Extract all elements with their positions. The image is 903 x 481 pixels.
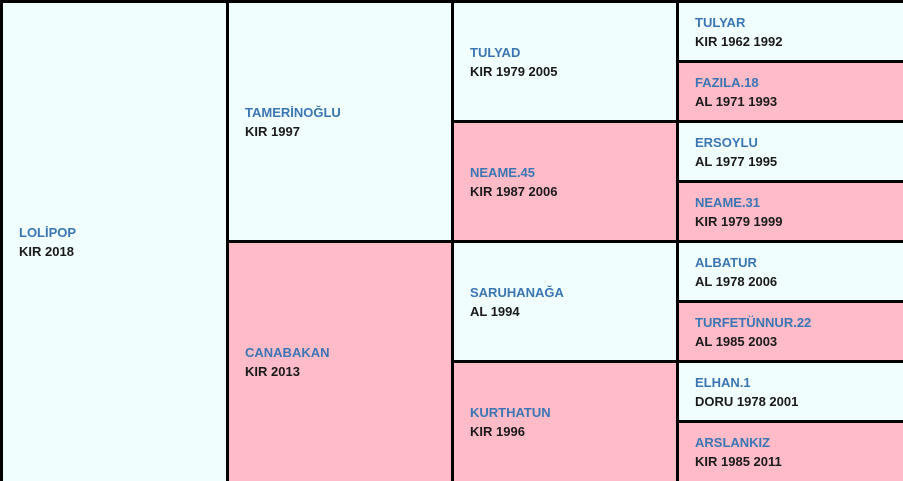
gen3-info: DORU 1978 2001 (695, 393, 799, 409)
pedigree-sire-cell: TAMERİNOĞLU KIR 1997 (229, 3, 451, 240)
sire-name-link[interactable]: TAMERİNOĞLU (245, 104, 341, 120)
gen3-name-link[interactable]: FAZILA.18 (695, 74, 759, 90)
pedigree-dam-sire-cell: SARUHANAĞA AL 1994 (454, 243, 676, 360)
pedigree-gen3-cell: ELHAN.1 DORU 1978 2001 (679, 363, 903, 420)
horse-name-link[interactable]: LOLİPOP (19, 225, 77, 240)
pedigree-gen3-cell: NEAME.31 KIR 1979 1999 (679, 183, 903, 240)
sire-dam-info: KIR 1987 2006 (470, 183, 558, 199)
pedigree-gen3-cell: TURFETÜNNUR.22 AL 1985 2003 (679, 303, 903, 360)
pedigree-dam-dam-cell: KURTHATUN KIR 1996 (454, 363, 676, 481)
gen3-name-link[interactable]: TURFETÜNNUR.22 (695, 314, 812, 330)
gen3-name-link[interactable]: ELHAN.1 (695, 374, 751, 390)
dam-dam-info: KIR 1996 (470, 424, 525, 439)
pedigree-gen3-cell: ERSOYLU AL 1977 1995 (679, 123, 903, 180)
gen3-name-link[interactable]: ERSOYLU (695, 134, 758, 150)
gen3-name-link[interactable]: TULYAR (695, 14, 746, 30)
dam-sire-name-link[interactable]: SARUHANAĞA (470, 284, 564, 300)
gen3-info: KIR 1962 1992 (695, 33, 783, 49)
sire-sire-info: KIR 1979 2005 (470, 63, 558, 79)
pedigree-gen3-cell: TULYAR KIR 1962 1992 (679, 3, 903, 60)
dam-name-link[interactable]: CANABAKAN (245, 345, 330, 360)
sire-info: KIR 1997 (245, 123, 300, 139)
pedigree-horse-cell: LOLİPOP KIR 2018 (3, 3, 226, 481)
gen3-info: KIR 1985 2011 (695, 454, 782, 469)
pedigree-gen3-cell: FAZILA.18 AL 1971 1993 (679, 63, 903, 120)
sire-dam-name-link[interactable]: NEAME.45 (470, 164, 536, 180)
gen3-info: AL 1978 2006 (695, 273, 778, 289)
sire-sire-name-link[interactable]: TULYAD (470, 44, 521, 60)
horse-info: KIR 2018 (19, 244, 74, 259)
gen3-name-link[interactable]: NEAME.31 (695, 194, 761, 210)
gen3-name-link[interactable]: ALBATUR (695, 254, 757, 270)
pedigree-sire-dam-cell: NEAME.45 KIR 1987 2006 (454, 123, 676, 240)
pedigree-gen3-cell: ALBATUR AL 1978 2006 (679, 243, 903, 300)
dam-info: KIR 2013 (245, 364, 300, 379)
dam-dam-name-link[interactable]: KURTHATUN (470, 405, 551, 420)
pedigree-dam-cell: CANABAKAN KIR 2013 (229, 243, 451, 481)
gen3-info: KIR 1979 1999 (695, 213, 783, 229)
pedigree-sire-sire-cell: TULYAD KIR 1979 2005 (454, 3, 676, 120)
pedigree-gen3-cell: ARSLANKIZ KIR 1985 2011 (679, 423, 903, 481)
gen3-info: AL 1977 1995 (695, 153, 778, 169)
gen3-info: AL 1971 1993 (695, 93, 778, 109)
gen3-name-link[interactable]: ARSLANKIZ (695, 435, 771, 450)
dam-sire-info: AL 1994 (470, 303, 520, 319)
gen3-info: AL 1985 2003 (695, 333, 778, 349)
